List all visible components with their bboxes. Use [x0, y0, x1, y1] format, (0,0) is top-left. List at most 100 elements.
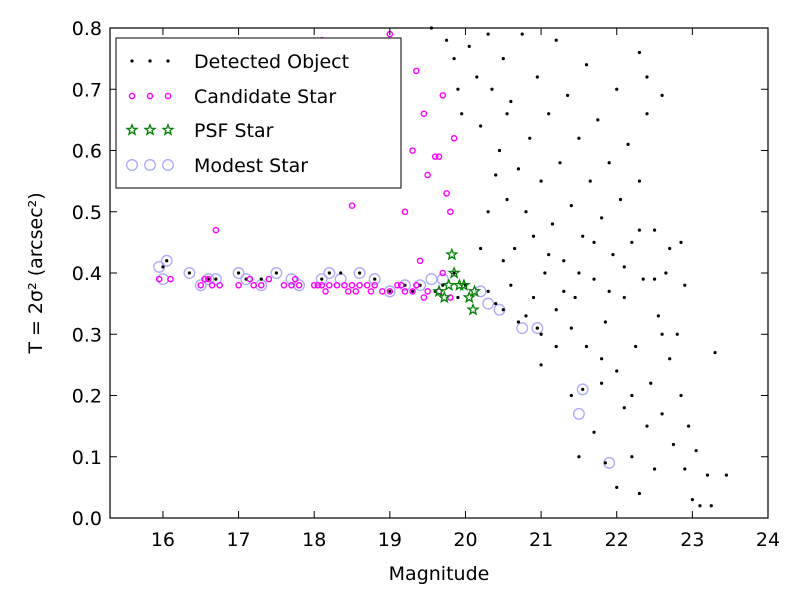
- detected-object-point: [652, 228, 657, 232]
- detected-object-point: [645, 112, 649, 116]
- legend-marker-psf: [125, 122, 139, 136]
- detected-object-point: [569, 204, 573, 208]
- detected-object-point: [501, 57, 505, 61]
- detected-object-point: [558, 161, 562, 165]
- detected-object-point: [513, 246, 517, 251]
- psf-star-point: [466, 302, 480, 316]
- candidate-star-point: [420, 294, 428, 301]
- legend-label-candidate: Candidate Star: [194, 86, 336, 108]
- x-tick-label: 20: [453, 529, 477, 551]
- legend-marker-modest: [144, 159, 156, 171]
- detected-object-point: [539, 179, 543, 183]
- modest-star-point: [183, 267, 196, 279]
- legend-marker-candidate: [128, 92, 136, 100]
- detected-object-point: [516, 320, 521, 324]
- psf-star-point: [447, 265, 461, 279]
- detected-object-point: [528, 136, 532, 140]
- detected-object-point: [705, 473, 710, 477]
- x-tick-label: 18: [302, 529, 326, 551]
- detected-object-point: [554, 308, 558, 312]
- candidate-star-point: [201, 275, 208, 283]
- detected-object-point: [452, 57, 456, 61]
- candidate-star-point: [208, 281, 216, 289]
- detected-object-point: [615, 369, 619, 373]
- legend-label-psf: PSF Star: [194, 120, 274, 142]
- legend-marker-psf: [161, 122, 175, 136]
- psf-star-point: [432, 284, 446, 298]
- candidate-star-point: [246, 275, 254, 283]
- detected-object-point: [486, 210, 490, 214]
- candidate-star-point: [288, 281, 295, 289]
- psf-star-point: [467, 284, 482, 298]
- modest-star-point: [572, 407, 585, 420]
- candidate-star-point: [420, 110, 428, 118]
- detected-object-point: [543, 271, 547, 275]
- candidate-star-point: [333, 281, 341, 289]
- modest-star-point: [160, 254, 173, 267]
- detected-object-point: [724, 473, 729, 477]
- detected-object-point: [554, 344, 558, 349]
- candidate-star-point: [401, 288, 409, 295]
- x-tick-label: 21: [529, 529, 553, 551]
- modest-star-point: [425, 273, 438, 286]
- detected-object-point: [584, 63, 589, 67]
- x-tick-label: 16: [151, 529, 175, 551]
- detected-object-point: [660, 332, 664, 336]
- psf-star-point: [445, 247, 459, 261]
- detected-object-point: [592, 430, 596, 434]
- modest-star-point: [576, 383, 589, 396]
- candidate-star-point: [401, 208, 409, 216]
- detected-object-point: [694, 449, 698, 453]
- detected-object-point: [584, 344, 589, 349]
- detected-object-point: [581, 387, 585, 391]
- detected-object-point: [637, 228, 642, 232]
- y-tick-label: 0.1: [72, 447, 102, 469]
- detected-object-point: [641, 277, 645, 281]
- detected-object-point: [637, 179, 642, 183]
- detected-object-point: [535, 326, 539, 330]
- y-axis: 0.0 0.1 0.2 0.3 0.4 0.5 0.6 0.7 0.8: [72, 18, 768, 530]
- detected-object-point: [603, 461, 607, 465]
- modest-star-point: [414, 279, 427, 292]
- detected-object-point: [573, 295, 577, 300]
- detected-object-point: [478, 246, 483, 251]
- candidate-star-point: [386, 288, 394, 295]
- detected-object-point: [520, 32, 524, 36]
- candidate-star-point: [167, 275, 174, 283]
- legend-marker-modest: [162, 159, 174, 171]
- detected-object-point: [562, 259, 566, 263]
- candidate-star-point: [352, 288, 360, 295]
- x-tick-label: 17: [226, 529, 250, 551]
- detected-object-point: [660, 93, 664, 97]
- detected-object-point: [630, 455, 634, 459]
- modest-star-point: [474, 285, 487, 298]
- detected-object-point: [690, 498, 694, 502]
- detected-object-point: [588, 179, 592, 183]
- detected-object-point: [668, 246, 672, 251]
- candidate-star-point: [443, 190, 450, 197]
- detected-object-point: [547, 253, 551, 257]
- candidate-star-point: [439, 269, 447, 277]
- detected-object-point: [600, 357, 604, 361]
- detected-object-point: [675, 332, 679, 336]
- detected-object-point: [569, 393, 573, 398]
- detected-object-point: [581, 234, 585, 238]
- modest-star-point: [368, 273, 381, 286]
- detected-object-point: [618, 197, 623, 202]
- detected-object-point: [645, 75, 649, 79]
- detected-object-point: [649, 381, 653, 385]
- detected-object-point: [630, 240, 634, 244]
- candidate-star-point: [295, 281, 303, 289]
- data-marks: [153, 26, 729, 508]
- detected-object-point: [531, 295, 536, 300]
- detected-object-point: [686, 424, 691, 428]
- legend-marker-candidate: [164, 92, 172, 100]
- detected-object-point: [501, 259, 505, 263]
- detected-object-point: [531, 234, 536, 238]
- candidate-star-point: [291, 275, 299, 283]
- detected-object-point: [615, 87, 619, 91]
- detected-object-point: [634, 344, 638, 349]
- detected-object-point: [456, 295, 460, 300]
- modest-star-point: [353, 267, 366, 279]
- candidate-star-point: [356, 281, 363, 289]
